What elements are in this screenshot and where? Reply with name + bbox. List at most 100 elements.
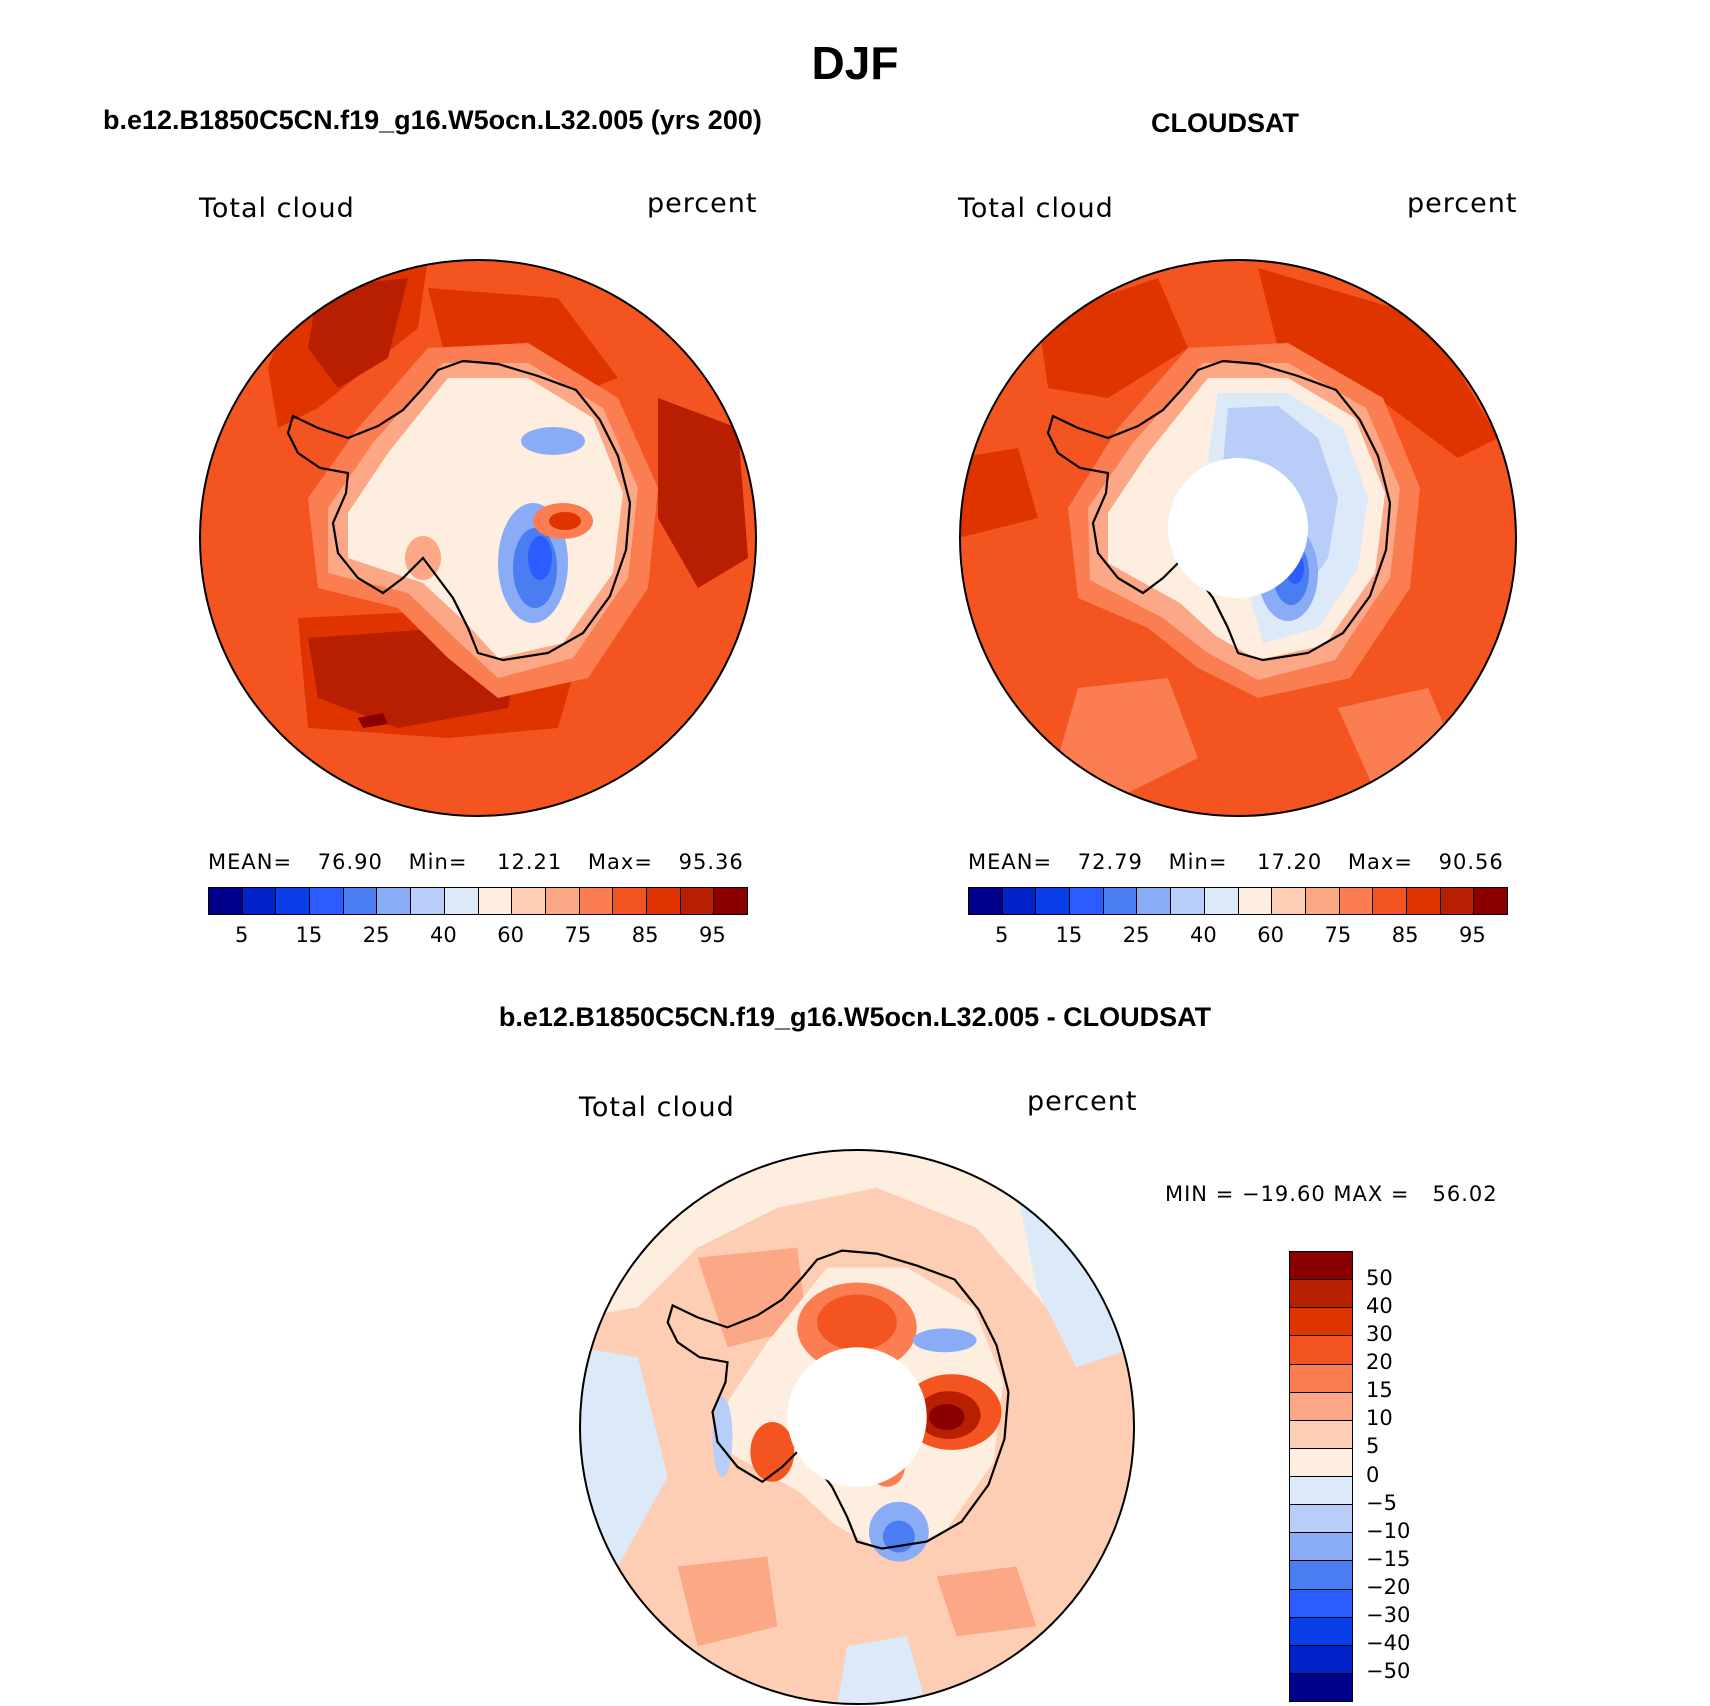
obs-variable-label: Total cloud (958, 193, 1114, 224)
colorbar-tick-label: 85 (631, 923, 659, 947)
colorbar-swatch (1290, 1392, 1352, 1421)
diff-red-patch (817, 1294, 897, 1351)
colorbar-swatch (1373, 888, 1407, 914)
colorbar-tick-label: 95 (699, 923, 726, 947)
mean-label: MEAN= (208, 850, 293, 874)
colorbar-tick-label: −50 (1366, 1658, 1411, 1683)
diff-negative-patch (837, 1636, 927, 1705)
colorbar-swatch (579, 888, 614, 914)
colorbar-swatch (276, 888, 311, 914)
min-label: Min= (408, 850, 468, 874)
max-value: 95.36 (678, 850, 744, 874)
colorbar-swatch (613, 888, 647, 914)
cloud-high-region (960, 448, 1038, 538)
mean-value: 72.79 (1077, 850, 1143, 874)
colorbar-swatch (1474, 888, 1507, 914)
mean-label: MEAN= (968, 850, 1053, 874)
model-polar-map (199, 259, 757, 817)
figure-title: DJF (811, 37, 899, 89)
colorbar-tick-label: 25 (362, 923, 390, 947)
colorbar-swatch (1290, 1308, 1352, 1337)
colorbar-swatch (1305, 888, 1340, 914)
cloud-veryhigh-region (658, 398, 748, 588)
colorbar-swatch (343, 888, 378, 914)
colorbar-swatch (1070, 888, 1104, 914)
colorbar-tick-label: 0 (1366, 1462, 1380, 1487)
model-units-label: percent (647, 188, 758, 219)
colorbar-tick-label: −30 (1366, 1602, 1411, 1627)
colorbar-tick-label: 60 (497, 923, 524, 947)
max-value: 90.56 (1438, 850, 1504, 874)
diff-units-label: percent (1027, 1086, 1138, 1117)
colorbar-swatch (1290, 1336, 1352, 1365)
colorbar-swatch (1290, 1505, 1352, 1534)
colorbar-swatch (714, 888, 747, 914)
colorbar-tick-label: 30 (1366, 1322, 1393, 1347)
colorbar-swatch (478, 888, 513, 914)
colorbar-tick-label: −40 (1366, 1630, 1411, 1655)
colorbar-tick-label: 40 (430, 923, 457, 947)
obs-panel-title: CLOUDSAT (1151, 108, 1299, 138)
colorbar-swatch (1238, 888, 1273, 914)
diff-blue-patch (712, 1397, 733, 1477)
colorbar-swatch (1204, 888, 1239, 914)
colorbar-swatch (377, 888, 412, 914)
colorbar-tick-label: 15 (1366, 1378, 1393, 1403)
colorbar-tick-label: 40 (1366, 1294, 1393, 1319)
colorbar-tick-label: 95 (1459, 923, 1486, 947)
pole-hole (1168, 458, 1308, 598)
colorbar-swatch (1103, 888, 1138, 914)
colorbar-swatch (512, 888, 546, 914)
model-variable-label: Total cloud (199, 193, 355, 224)
obs-stats: MEAN= 72.79 Min= 17.20 Max= 90.56 (968, 850, 1508, 874)
model-stats: MEAN= 76.90 Min= 12.21 Max= 95.36 (208, 850, 748, 874)
colorbar-swatch (969, 888, 1003, 914)
colorbar-swatch (444, 888, 479, 914)
colorbar-tick-label: 40 (1190, 923, 1217, 947)
colorbar-tick-label: 10 (1366, 1406, 1393, 1431)
colorbar-swatch (411, 888, 445, 914)
min-value: 17.20 (1257, 850, 1323, 874)
cloud-high-region (1258, 268, 1498, 458)
diff-blue-patch (912, 1328, 977, 1353)
obs-colorbar (968, 887, 1508, 915)
colorbar-swatch (310, 888, 344, 914)
colorbar-swatch (209, 888, 243, 914)
colorbar-swatch (1290, 1645, 1352, 1674)
mean-value: 76.90 (317, 850, 383, 874)
colorbar-swatch (1290, 1364, 1352, 1393)
colorbar-swatch (1290, 1280, 1352, 1309)
colorbar-tick-label: 85 (1391, 923, 1419, 947)
colorbar-tick-label: 15 (1055, 923, 1083, 947)
colorbar-swatch (1290, 1420, 1352, 1449)
colorbar-tick-label: −15 (1366, 1546, 1411, 1571)
colorbar-swatch (1171, 888, 1205, 914)
colorbar-tick-label: −20 (1366, 1574, 1411, 1599)
colorbar-tick-label: 20 (1366, 1350, 1393, 1375)
colorbar-swatch (646, 888, 681, 914)
diff-colorbar (1289, 1251, 1353, 1702)
cloud-max-spot (358, 713, 388, 728)
diff-small-positive (579, 1149, 1135, 1328)
diff-max-patch (928, 1404, 965, 1430)
colorbar-swatch (545, 888, 580, 914)
colorbar-tick-label: 75 (564, 923, 592, 947)
colorbar-swatch (1290, 1252, 1352, 1281)
colorbar-swatch (1440, 888, 1475, 914)
diff-moderate-patch (677, 1556, 778, 1647)
colorbar-swatch (1290, 1477, 1352, 1506)
model-colorbar (208, 887, 748, 915)
colorbar-swatch (1339, 888, 1374, 914)
colorbar-tick-label: 5 (994, 923, 1009, 947)
obs-units-label: percent (1407, 188, 1518, 219)
diff-negative-patch (1016, 1187, 1135, 1368)
cloud-veryhigh-region (308, 278, 408, 388)
model-panel-title: b.e12.B1850C5CN.f19_g16.W5ocn.L32.005 (y… (103, 105, 762, 135)
colorbar-swatch (1290, 1561, 1352, 1590)
min-label: Min= (1168, 850, 1228, 874)
colorbar-swatch (1002, 888, 1037, 914)
antarctica-coastline (286, 359, 632, 662)
diff-polar-map (578, 1148, 1136, 1706)
diff-red-patch (750, 1422, 795, 1482)
colorbar-swatch (1272, 888, 1306, 914)
